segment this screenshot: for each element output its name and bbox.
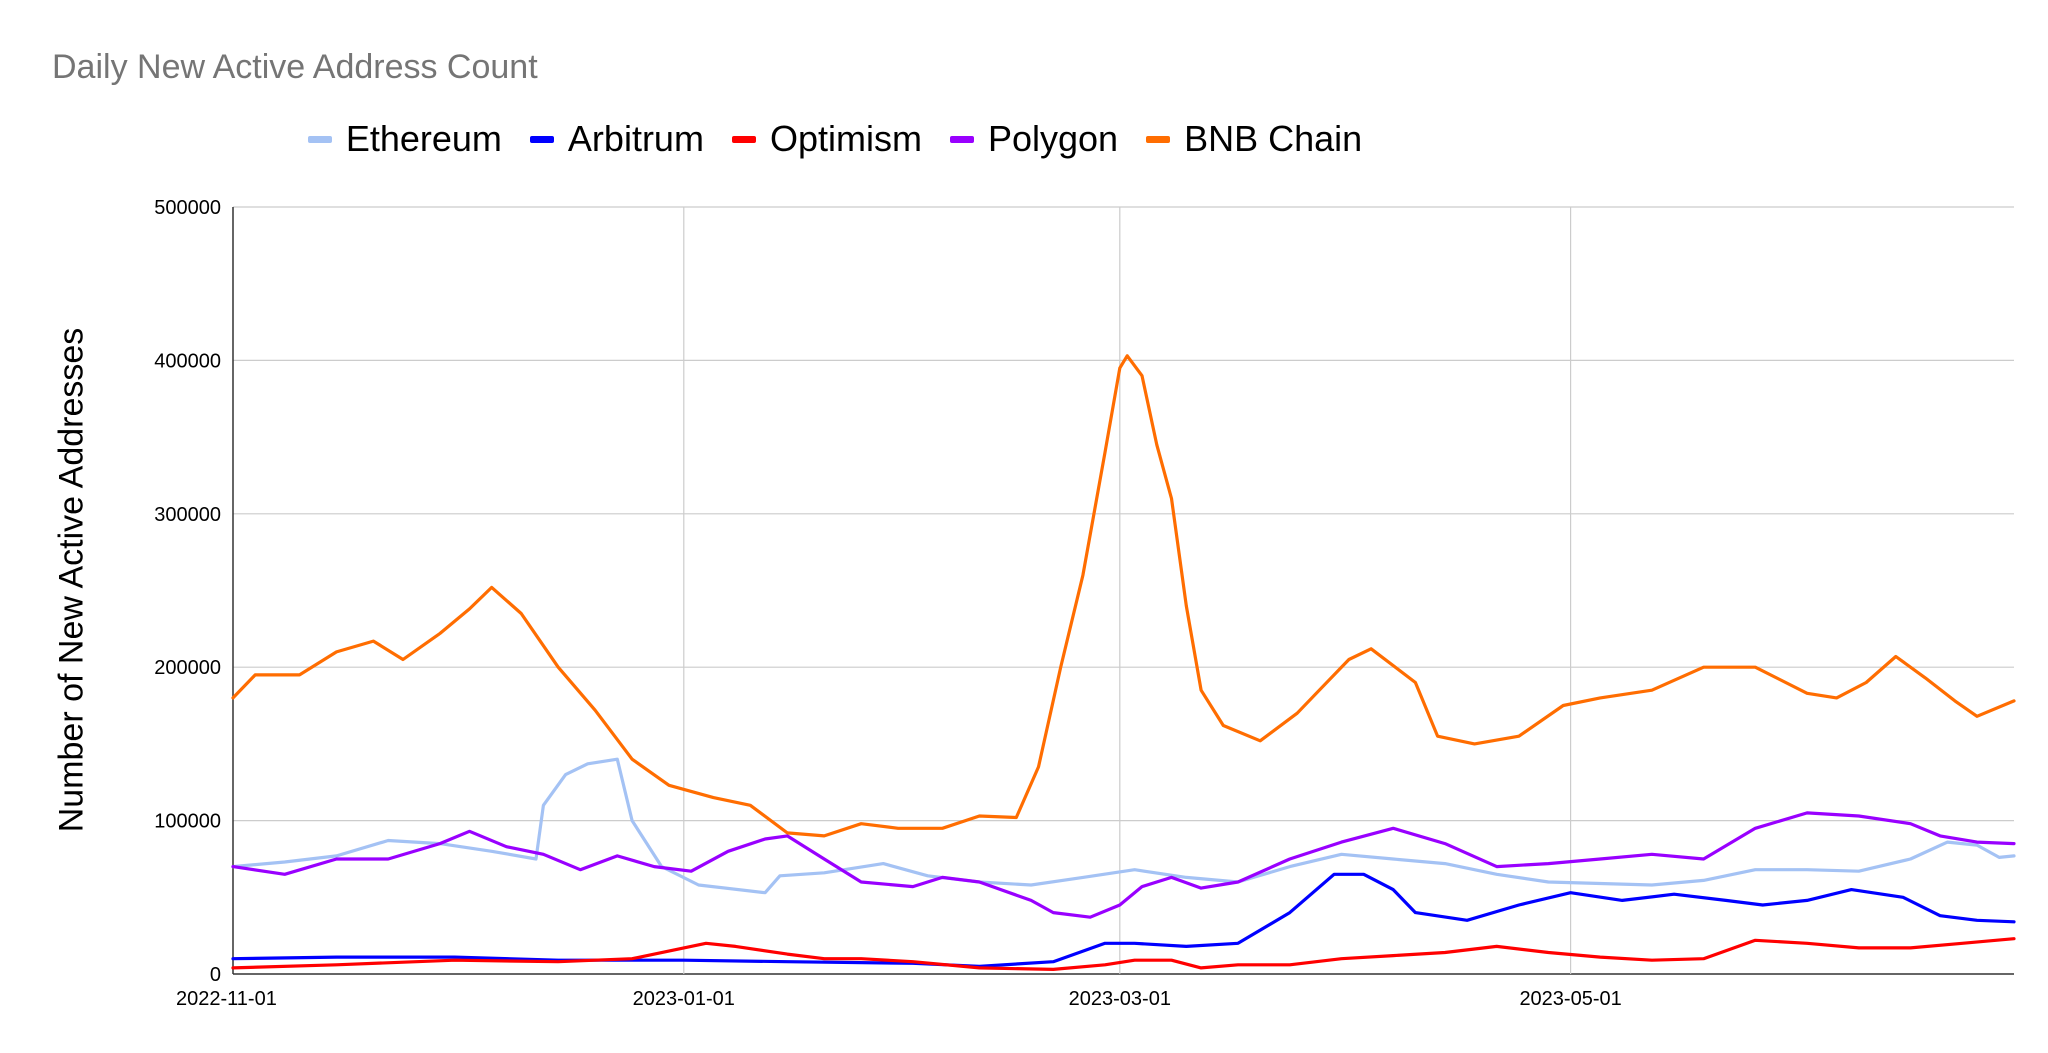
legend-swatch (1146, 135, 1171, 143)
y-tick-label: 300000 (154, 504, 221, 526)
legend-item-polygon: Polygon (949, 118, 1119, 160)
series-lines (231, 354, 2016, 971)
y-tick-label: 500000 (154, 197, 221, 219)
series-line-polygon (231, 811, 2016, 919)
legend-item-bnb-chain: BNB Chain (1146, 118, 1362, 160)
x-tick-label: 2023-01-01 (633, 988, 735, 1010)
legend-label: Arbitrum (567, 118, 704, 159)
chart-legend: Ethereum Arbitrum Optimism Polygon BNB Chain (0, 118, 1670, 160)
x-tick-label: 2022-11-01 (176, 988, 277, 1010)
series-line-arbitrum (231, 872, 2016, 968)
legend-label: Ethereum (345, 118, 502, 159)
legend-swatch (307, 135, 332, 143)
x-tick-label: 2023-03-01 (1069, 988, 1171, 1010)
y-tick-label: 400000 (154, 350, 221, 372)
y-axis-ticks: 0 100000 200000 300000 400000 500000 (154, 197, 221, 986)
legend-item-ethereum: Ethereum (307, 118, 502, 160)
chart-title: Daily New Active Address Count (52, 48, 538, 86)
x-tick-label: 2023-05-01 (1519, 988, 1621, 1010)
series-line-bnb-chain (231, 354, 2016, 838)
x-axis-ticks: 2022-11-01 2023-01-01 2023-03-01 2023-05-01 (176, 988, 1622, 1010)
legend-swatch (529, 135, 554, 143)
y-tick-label: 0 (210, 964, 221, 986)
legend-item-arbitrum: Arbitrum (529, 118, 704, 160)
y-tick-label: 200000 (154, 657, 221, 679)
legend-swatch (731, 135, 756, 143)
legend-label: BNB Chain (1184, 118, 1363, 159)
series-line-ethereum (231, 757, 2016, 895)
legend-label: Optimism (769, 118, 922, 159)
legend-item-optimism: Optimism (731, 118, 922, 160)
legend-label: Polygon (987, 118, 1119, 159)
y-tick-label: 100000 (154, 811, 221, 833)
legend-swatch (949, 135, 974, 143)
grid-lines (232, 206, 2014, 975)
series-line-optimism (231, 937, 2016, 971)
